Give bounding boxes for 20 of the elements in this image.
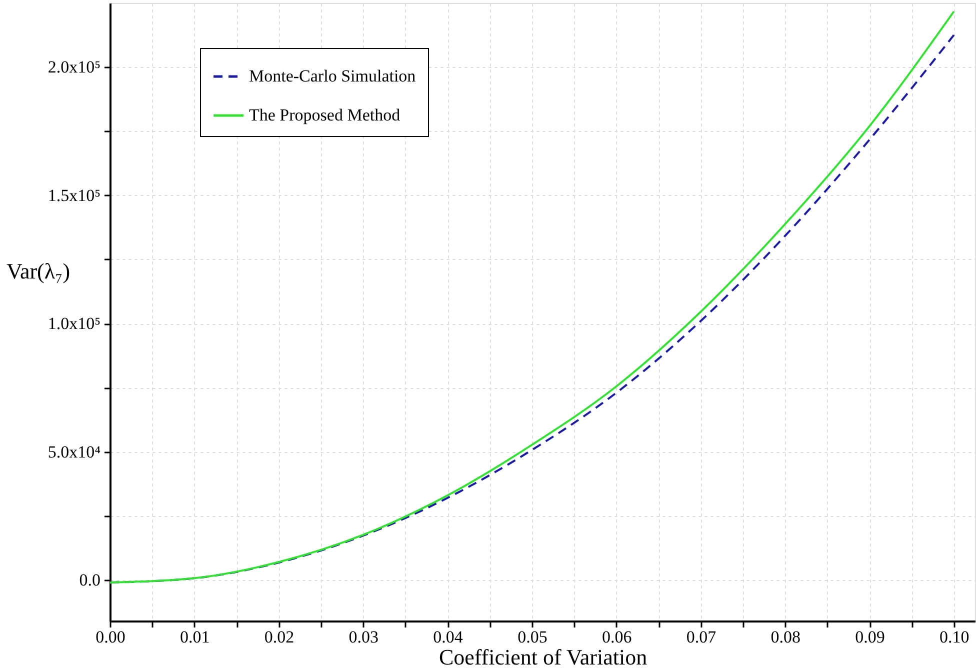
x-tick-label: 0.08	[770, 628, 800, 646]
y-tick-label: 5.0x10⁴	[48, 442, 101, 462]
x-tick-label: 0.01	[180, 628, 210, 646]
x-tick-label: 0.04	[433, 628, 464, 646]
y-tick-label: 1.0x10⁵	[48, 314, 101, 334]
x-tick-label: 0.06	[602, 628, 632, 646]
legend-label: Monte-Carlo Simulation	[249, 66, 416, 86]
x-tick-label: 0.09	[855, 628, 885, 646]
x-tick-label: 0.00	[96, 628, 126, 646]
y-axis-title: Var(λ₇)	[6, 258, 70, 284]
x-tick-label: 0.02	[264, 628, 294, 646]
x-tick-label: 0.05	[518, 628, 548, 646]
x-tick-label: 0.10	[940, 628, 970, 646]
y-tick-label: 2.0x10⁵	[48, 58, 101, 77]
y-tick-label: 0.0	[79, 570, 100, 590]
y-tick-label: 1.5x10⁵	[48, 186, 101, 205]
x-tick-label: 0.07	[686, 628, 717, 646]
x-tick-label: 0.03	[348, 628, 379, 646]
x-axis-title: Coefficient of Variation	[438, 644, 648, 670]
legend-label: The Proposed Method	[249, 106, 401, 124]
